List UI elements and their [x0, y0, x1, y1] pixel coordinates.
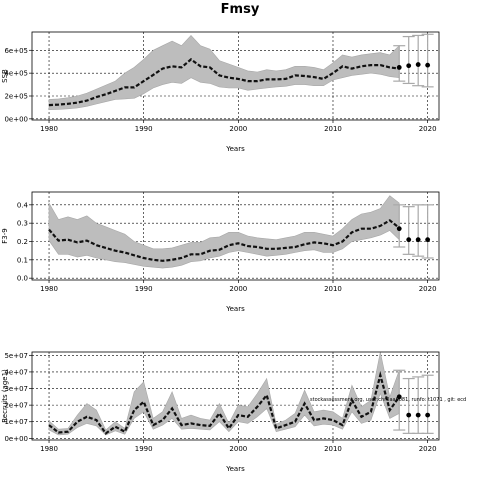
plot-frame	[31, 31, 440, 121]
x-tick-label: 1980	[40, 445, 58, 453]
y-axis-label: F3-9	[1, 228, 9, 243]
projection-point	[396, 226, 402, 232]
panel-ssb: 1980 1990 2000 2010 2020 0e+00 2e+05 4e+05 6e+05…	[1, 31, 440, 153]
y-tick-label: 4e+07	[4, 368, 28, 376]
figure-title: Fmsy	[221, 2, 260, 17]
y-tick-label: 0.3	[17, 220, 28, 228]
confidence-band	[48, 195, 400, 269]
confidence-band	[48, 34, 400, 111]
projection-point	[425, 62, 431, 68]
x-tick-label: 2000	[229, 125, 247, 133]
estimate-line	[48, 370, 401, 435]
x-tick-label: 2000	[229, 445, 247, 453]
y-tick-label: 3e+07	[4, 385, 28, 393]
x-tick-label: 2010	[324, 285, 342, 293]
y-tick-label: 0e+00	[4, 435, 28, 443]
x-tick-label: 1990	[135, 445, 153, 453]
projection-point	[415, 237, 421, 243]
panel-f: 1980 1990 2000 2010 2020 0.0 0.1 0.2 0.3 0.4 Years…	[1, 191, 440, 313]
projection-point	[396, 394, 402, 400]
x-axis-label: Years	[225, 465, 245, 473]
plot-frame	[31, 191, 440, 281]
estimate-line	[48, 58, 400, 107]
x-tick-label: 2010	[324, 445, 342, 453]
projection-point	[406, 412, 412, 418]
projection-point	[406, 237, 412, 243]
y-tick-label: 1e+07	[4, 418, 28, 426]
y-tick-label: 0e+00	[4, 115, 28, 123]
projection-point	[406, 63, 412, 69]
y-tick-label: 0.1	[17, 256, 28, 264]
plot-frame	[31, 351, 440, 441]
y-tick-label: 0.0	[17, 275, 28, 283]
y-tick-label: 5e+07	[4, 352, 28, 360]
x-tick-label: 2000	[229, 285, 247, 293]
source-note: stockassessment.org, user:chr0aa0081, ru…	[310, 397, 466, 403]
x-tick-label: 1980	[40, 125, 58, 133]
x-tick-label: 2010	[324, 125, 342, 133]
x-axis-label: Years	[225, 145, 245, 153]
projection-point	[396, 65, 402, 70]
x-tick-label: 2020	[419, 445, 437, 453]
x-tick-label: 2020	[419, 285, 437, 293]
x-tick-label: 2020	[419, 125, 437, 133]
x-tick-label: 1990	[135, 285, 153, 293]
x-tick-label: 1980	[40, 285, 58, 293]
y-tick-label: 4e+05	[4, 70, 28, 78]
projection-point	[425, 412, 431, 418]
y-tick-label: 0.4	[17, 201, 29, 209]
panel-recruits: 1980 1990 2000 2010 2020 0e+00 1e+07 2e+07 3e+07…	[1, 351, 440, 473]
projection-point	[425, 237, 431, 243]
x-tick-label: 1990	[135, 125, 153, 133]
projection-point	[415, 412, 421, 418]
y-tick-label: 0.2	[17, 238, 28, 246]
projection-point	[415, 62, 421, 67]
y-axis-label: Recruits (age1)	[1, 369, 9, 423]
x-axis-label: Years	[225, 305, 245, 313]
panels-group: 1980 1990 2000 2010 2020 0e+00 2e+05 4e+05 6e+05…	[1, 31, 440, 473]
y-tick-label: 2e+07	[4, 402, 28, 410]
y-tick-label: 2e+05	[4, 93, 28, 101]
y-tick-label: 6e+05	[4, 47, 28, 55]
y-axis-label: SSB	[1, 69, 9, 83]
